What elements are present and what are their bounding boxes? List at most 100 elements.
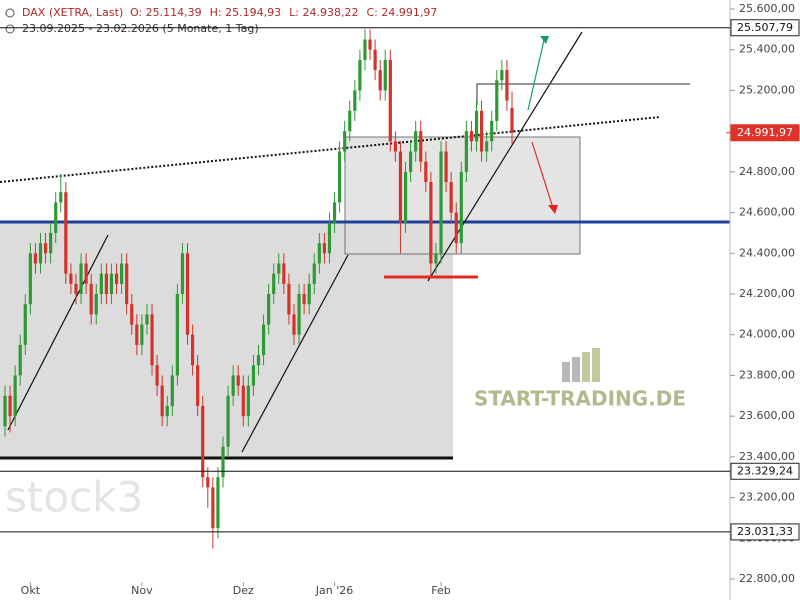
candle-body	[429, 182, 433, 264]
candle-body	[201, 405, 205, 478]
candle-body	[277, 263, 281, 274]
target-bracket	[476, 83, 690, 105]
y-tick-label: 22.800,00	[739, 572, 795, 585]
trend-channel	[241, 254, 349, 453]
x-tick-label: Dez	[233, 584, 254, 597]
date-range: 23.09.2025 - 23.02.2026 (5 Monate, 1 Tag…	[22, 22, 259, 35]
candle-body	[312, 263, 316, 284]
candle-body	[505, 70, 509, 101]
header-value: O: 25.114,39	[130, 6, 202, 19]
candle-body	[338, 151, 342, 203]
candle-body	[261, 324, 266, 356]
header-value: L: 24.938,22	[289, 6, 358, 19]
candle-body	[155, 365, 159, 386]
y-tick-label: 23.400,00	[739, 450, 795, 463]
y-tick-label: 23.600,00	[739, 409, 795, 422]
candle-body	[282, 263, 286, 284]
candle-body	[479, 110, 484, 152]
y-tick-label: 24.800,00	[739, 165, 795, 178]
candle-body	[251, 365, 256, 386]
candle-body	[241, 385, 245, 417]
candle-body	[104, 273, 108, 294]
candle-body	[180, 253, 185, 294]
candle-body	[165, 405, 169, 417]
logo	[562, 348, 600, 382]
candle-body	[140, 324, 144, 345]
icon	[5, 24, 15, 34]
candle-body	[383, 59, 387, 91]
candle-body	[307, 283, 311, 305]
candle-body	[216, 477, 220, 529]
candle-body	[393, 141, 397, 152]
y-tick-label: 24.200,00	[739, 287, 795, 300]
candle-body	[246, 385, 250, 417]
candle-body	[84, 263, 88, 284]
x-tick-label: Feb	[431, 584, 450, 597]
candle-body	[99, 273, 103, 294]
candle-body	[256, 355, 261, 366]
y-tick-label: 25.600,00	[739, 2, 795, 15]
candle-body	[490, 120, 494, 142]
candle-body	[434, 253, 438, 264]
candle-body	[221, 446, 225, 478]
candle-body	[94, 294, 98, 315]
candle-body	[469, 131, 474, 142]
arrow-head-up	[540, 36, 549, 44]
candle-body	[190, 334, 195, 366]
watermark: stock3	[5, 473, 143, 522]
candle-body	[348, 110, 352, 132]
price-tag	[730, 19, 800, 37]
candle-body	[444, 151, 448, 183]
arrow-down	[531, 141, 554, 209]
x-tick-label: Nov	[131, 584, 153, 597]
trend-channel	[427, 31, 583, 282]
candle-body	[130, 304, 134, 325]
candle-body	[38, 243, 43, 264]
candle-body	[495, 80, 499, 121]
candle-body	[332, 202, 337, 223]
candle-body	[49, 232, 53, 254]
candle-body	[170, 375, 174, 406]
candle-body	[272, 273, 276, 294]
arrow-head-down	[548, 205, 558, 214]
price-tag	[730, 523, 800, 541]
candle-body	[464, 131, 468, 172]
candle-body	[500, 70, 504, 81]
candle-body	[54, 202, 58, 233]
arrow-up	[527, 39, 545, 111]
y-tick-label: 24.400,00	[739, 246, 795, 259]
header-value: C: 24.991,97	[366, 6, 437, 19]
candle-body	[33, 253, 38, 264]
candle-body	[302, 294, 306, 305]
candle-body	[414, 131, 418, 152]
price-tag-label: 23.329,24	[737, 464, 793, 477]
candle-body	[322, 243, 327, 254]
candle-body	[403, 171, 408, 223]
watermark: START-TRADING.DE	[474, 387, 686, 411]
candle-body	[317, 243, 321, 264]
y-tick-label: 25.400,00	[739, 43, 795, 56]
candle-body	[327, 222, 332, 254]
candle-body	[378, 70, 382, 91]
candle-body	[3, 395, 7, 427]
y-tick-label: 25.200,00	[739, 83, 795, 96]
candle-body	[474, 110, 479, 142]
candle-body	[28, 253, 32, 305]
candle-body	[114, 273, 119, 284]
candle-body	[454, 212, 458, 244]
candle-body	[64, 192, 68, 274]
candle-body	[196, 365, 200, 406]
candle-body	[424, 161, 428, 183]
trend-channel	[7, 234, 109, 431]
y-tick-label: 23.800,00	[739, 368, 795, 381]
candle-body	[59, 192, 63, 203]
candle-body	[510, 107, 514, 133]
candle-body	[74, 283, 78, 294]
x-tick-label: Jan '26	[315, 584, 353, 597]
candle-body	[120, 263, 124, 284]
candle-body	[8, 395, 12, 417]
candle-body	[109, 273, 114, 294]
candle-body	[226, 395, 230, 447]
icon	[5, 8, 15, 18]
